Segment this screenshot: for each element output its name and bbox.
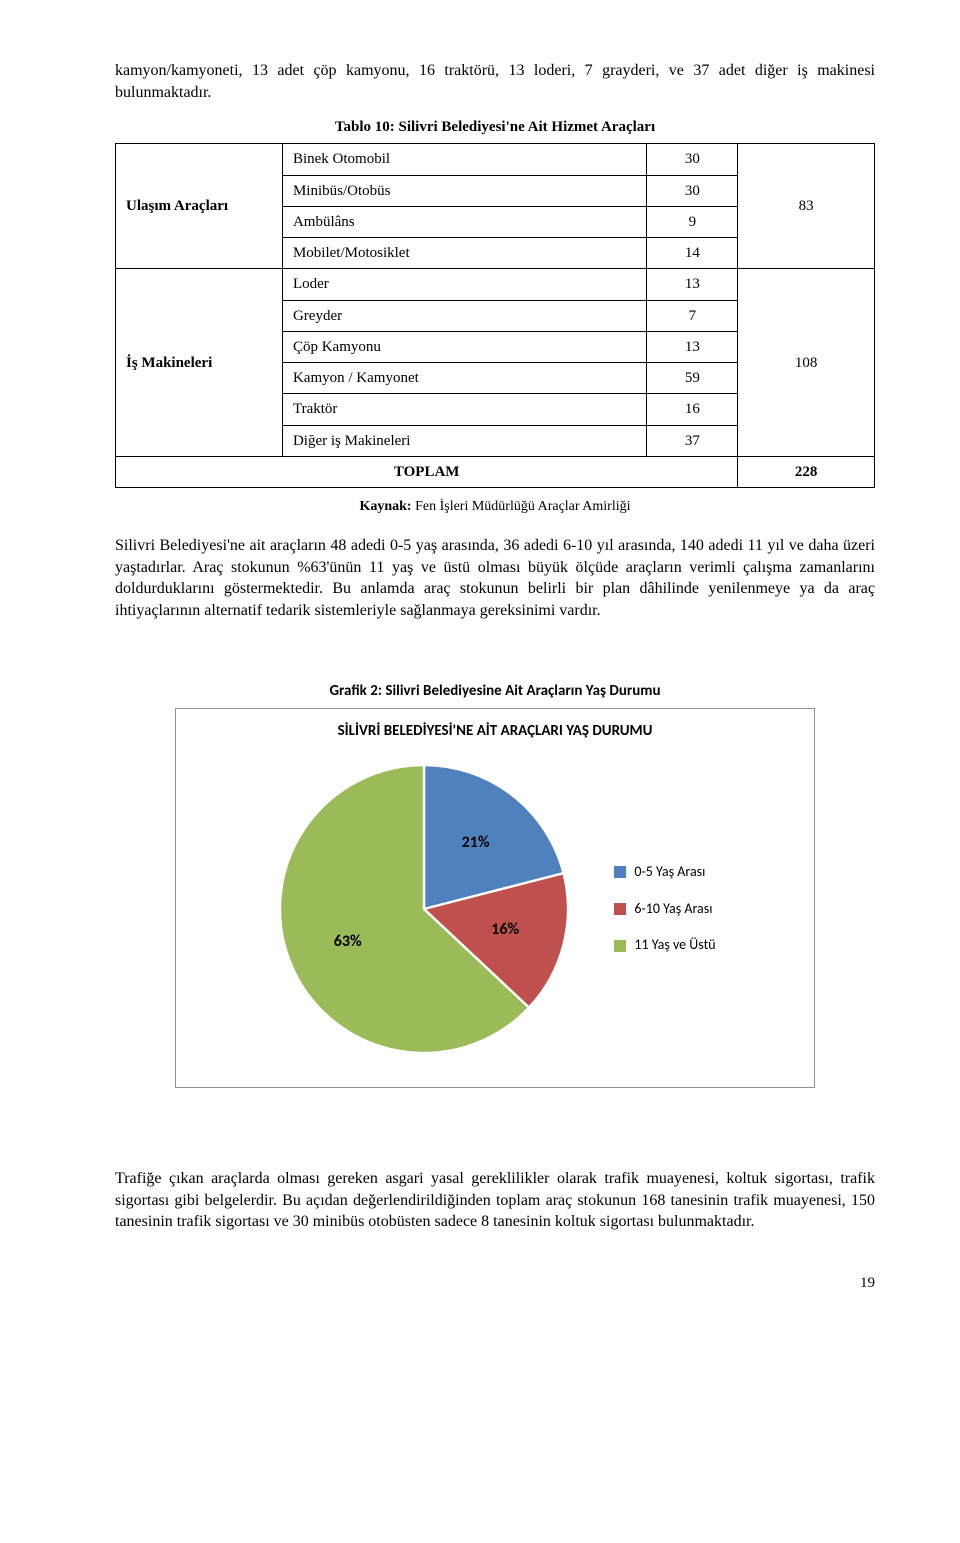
item-value: 13: [647, 331, 738, 362]
legend-label: 11 Yaş ve Üstü: [634, 936, 715, 955]
pie-wrap: 21%16%63%: [274, 759, 574, 1059]
item-value: 59: [647, 363, 738, 394]
legend-swatch: [614, 940, 626, 952]
item-value: 14: [647, 238, 738, 269]
table-row: Ulaşım AraçlarıBinek Otomobil3083: [116, 144, 875, 175]
vehicle-table: Ulaşım AraçlarıBinek Otomobil3083Minibüs…: [115, 143, 875, 488]
table-source: Kaynak: Fen İşleri Müdürlüğü Araçlar Ami…: [115, 498, 875, 517]
item-value: 9: [647, 206, 738, 237]
pie-chart: [274, 759, 574, 1059]
item-name: Mobilet/Motosiklet: [282, 238, 646, 269]
item-name: Traktör: [282, 394, 646, 425]
table-caption: Tablo 10: Silivri Belediyesi'ne Ait Hizm…: [115, 117, 875, 137]
total-label: TOPLAM: [116, 456, 738, 487]
item-value: 37: [647, 425, 738, 456]
item-value: 7: [647, 300, 738, 331]
item-name: Binek Otomobil: [282, 144, 646, 175]
legend-swatch: [614, 866, 626, 878]
item-name: Loder: [282, 269, 646, 300]
body-para-1: Silivri Belediyesi'ne ait araçların 48 a…: [115, 535, 875, 621]
item-name: Çöp Kamyonu: [282, 331, 646, 362]
body-para-2: Trafiğe çıkan araçlarda olması gereken a…: [115, 1168, 875, 1233]
legend-swatch: [614, 903, 626, 915]
legend-item: 0-5 Yaş Arası: [614, 863, 715, 882]
item-name: Ambülâns: [282, 206, 646, 237]
page-number: 19: [115, 1273, 875, 1293]
total-value: 228: [738, 456, 875, 487]
item-name: Diğer iş Makineleri: [282, 425, 646, 456]
chart-outer-title: Grafik 2: Silivri Belediyesine Ait Araçl…: [115, 681, 875, 701]
group-label: Ulaşım Araçları: [116, 144, 283, 269]
group-label: İş Makineleri: [116, 269, 283, 457]
chart-box: SİLİVRİ BELEDİYESİ'NE AİT ARAÇLARI YAŞ D…: [175, 708, 815, 1088]
chart-inner-title: SİLİVRİ BELEDİYESİ'NE AİT ARAÇLARI YAŞ D…: [194, 721, 796, 741]
item-name: Kamyon / Kamyonet: [282, 363, 646, 394]
legend-label: 0-5 Yaş Arası: [634, 863, 705, 882]
item-value: 16: [647, 394, 738, 425]
item-value: 30: [647, 175, 738, 206]
item-name: Minibüs/Otobüs: [282, 175, 646, 206]
item-value: 13: [647, 269, 738, 300]
total-row: TOPLAM228: [116, 456, 875, 487]
source-label: Kaynak:: [359, 499, 411, 514]
chart-legend: 0-5 Yaş Arası 6-10 Yaş Arası 11 Yaş ve Üst…: [614, 863, 715, 956]
item-name: Greyder: [282, 300, 646, 331]
group-subtotal: 108: [738, 269, 875, 457]
source-text: Fen İşleri Müdürlüğü Araçlar Amirliği: [412, 499, 631, 514]
item-value: 30: [647, 144, 738, 175]
intro-continuation: kamyon/kamyoneti, 13 adet çöp kamyonu, 1…: [115, 60, 875, 103]
chart-row: 21%16%63% 0-5 Yaş Arası 6-10 Yaş Arası 11 …: [194, 759, 796, 1059]
legend-label: 6-10 Yaş Arası: [634, 900, 712, 919]
table-row: İş MakineleriLoder13108: [116, 269, 875, 300]
legend-item: 11 Yaş ve Üstü: [614, 936, 715, 955]
group-subtotal: 83: [738, 144, 875, 269]
legend-item: 6-10 Yaş Arası: [614, 900, 715, 919]
